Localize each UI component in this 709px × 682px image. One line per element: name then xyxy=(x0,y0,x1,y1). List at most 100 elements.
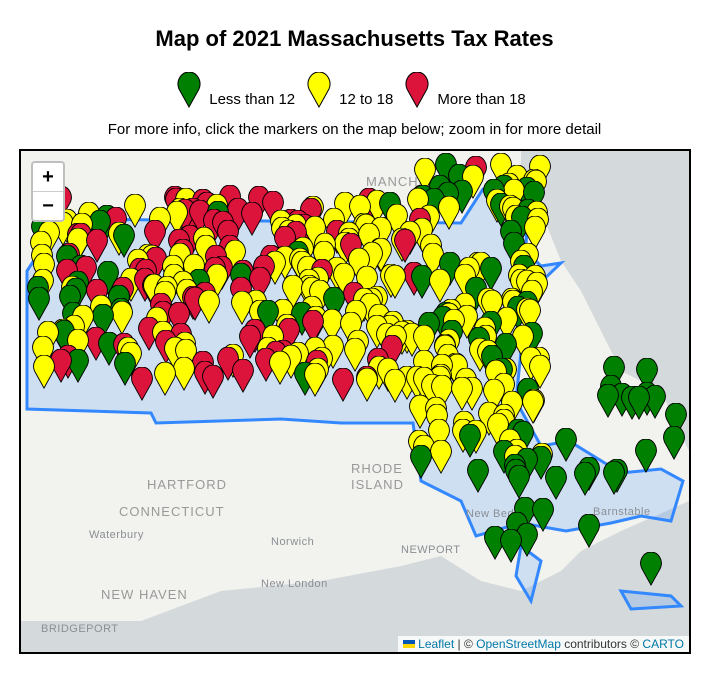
yellow-map-marker[interactable] xyxy=(385,203,409,239)
yellow-map-marker[interactable] xyxy=(486,412,510,448)
yellow-map-marker[interactable] xyxy=(427,418,451,453)
yellow-map-marker[interactable] xyxy=(428,268,452,303)
red-map-marker[interactable] xyxy=(248,267,272,302)
green-map-marker[interactable] xyxy=(409,444,433,480)
label-barnstable: Barnstable xyxy=(593,506,651,518)
yellow-map-marker[interactable] xyxy=(406,187,430,222)
osm-link[interactable]: OpenStreetMap xyxy=(476,637,561,651)
red-map-marker[interactable] xyxy=(143,219,167,255)
green-map-marker[interactable] xyxy=(479,256,503,291)
red-map-marker[interactable] xyxy=(393,228,417,264)
yellow-map-marker[interactable] xyxy=(489,152,513,187)
red-map-marker[interactable] xyxy=(380,334,404,370)
page-title: Map of 2021 Massachusetts Tax Rates xyxy=(155,26,554,51)
yellow-map-marker[interactable] xyxy=(31,335,55,371)
green-map-marker[interactable] xyxy=(458,423,482,458)
red-map-marker[interactable] xyxy=(130,366,154,401)
green-map-marker[interactable] xyxy=(627,385,651,420)
yellow-map-marker[interactable] xyxy=(66,328,90,363)
yellow-map-marker[interactable] xyxy=(482,378,506,413)
map[interactable]: MANCHESTER RHODE ISLAND HARTFORD CONNECT… xyxy=(19,149,691,654)
red-map-marker[interactable] xyxy=(238,324,262,359)
green-map-marker[interactable] xyxy=(499,528,523,564)
green-map-marker[interactable] xyxy=(96,260,120,296)
yellow-map-marker[interactable] xyxy=(343,337,367,372)
green-map-marker[interactable] xyxy=(602,355,626,390)
label-waterbury: Waterbury xyxy=(89,529,144,541)
legend-item-low: Less than 12 xyxy=(177,72,295,108)
green-map-marker[interactable] xyxy=(573,461,597,496)
yellow-map-marker[interactable] xyxy=(412,324,436,359)
yellow-map-marker[interactable] xyxy=(332,262,356,297)
yellow-map-marker[interactable] xyxy=(429,439,453,475)
ukraine-flag-icon xyxy=(402,640,415,648)
green-map-marker[interactable] xyxy=(466,458,490,494)
yellow-map-marker[interactable] xyxy=(174,338,198,373)
yellow-map-marker[interactable] xyxy=(383,264,407,300)
yellow-map-marker[interactable] xyxy=(32,354,56,390)
green-map-marker[interactable] xyxy=(634,438,658,473)
green-map-marker[interactable] xyxy=(664,403,688,438)
yellow-map-marker[interactable] xyxy=(339,311,363,347)
zoom-in-button[interactable]: + xyxy=(33,163,63,192)
yellow-map-marker[interactable] xyxy=(348,194,372,230)
yellow-map-marker[interactable] xyxy=(268,350,292,385)
red-map-marker[interactable] xyxy=(240,201,264,237)
yellow-map-marker[interactable] xyxy=(518,298,542,333)
legend: Less than 12 12 to 18 More than 18 xyxy=(0,72,709,108)
green-map-marker[interactable] xyxy=(635,357,659,392)
red-map-marker[interactable] xyxy=(85,228,109,263)
leaflet-link[interactable]: Leaflet xyxy=(418,637,455,651)
yellow-map-marker[interactable] xyxy=(153,361,177,397)
yellow-map-marker[interactable] xyxy=(355,266,379,301)
green-map-marker[interactable] xyxy=(596,383,620,418)
red-map-marker[interactable] xyxy=(167,301,191,336)
yellow-map-marker[interactable] xyxy=(355,367,379,402)
green-map-marker[interactable] xyxy=(531,497,555,532)
green-map-marker[interactable] xyxy=(113,351,137,386)
red-map-marker[interactable] xyxy=(301,309,325,344)
red-map-marker[interactable] xyxy=(201,364,225,400)
red-map-marker[interactable] xyxy=(261,190,285,226)
yellow-map-marker[interactable] xyxy=(523,215,547,251)
green-map-marker[interactable] xyxy=(112,223,136,258)
green-map-marker[interactable] xyxy=(544,465,568,501)
red-marker-icon xyxy=(405,72,429,108)
label-new-london: New London xyxy=(261,578,328,590)
yellow-map-marker[interactable] xyxy=(413,157,437,192)
green-map-marker[interactable] xyxy=(58,284,82,319)
label-connecticut: CONNECTICUT xyxy=(119,504,225,519)
red-map-marker[interactable] xyxy=(339,232,363,267)
green-map-marker[interactable] xyxy=(662,425,686,461)
yellow-map-marker[interactable] xyxy=(303,362,327,397)
yellow-map-marker[interactable] xyxy=(197,289,221,324)
yellow-map-marker[interactable] xyxy=(312,240,336,276)
zoom-out-button[interactable]: − xyxy=(42,195,54,217)
green-marker-icon xyxy=(177,72,201,108)
red-map-marker[interactable] xyxy=(231,358,255,393)
yellow-map-marker[interactable] xyxy=(461,164,485,200)
yellow-map-marker[interactable] xyxy=(528,354,552,390)
green-map-marker[interactable] xyxy=(577,513,601,548)
red-map-marker[interactable] xyxy=(331,367,355,403)
green-map-marker[interactable] xyxy=(322,286,346,322)
yellow-map-marker[interactable] xyxy=(437,195,461,231)
zoom-control: + − xyxy=(31,161,65,222)
green-map-marker[interactable] xyxy=(27,286,51,322)
yellow-map-marker[interactable] xyxy=(450,376,474,412)
carto-link[interactable]: CARTO xyxy=(642,637,684,651)
yellow-map-marker[interactable] xyxy=(123,193,147,228)
yellow-map-marker[interactable] xyxy=(347,247,371,282)
green-map-marker[interactable] xyxy=(554,427,578,462)
yellow-map-marker[interactable] xyxy=(500,390,524,425)
green-map-marker[interactable] xyxy=(602,460,626,495)
yellow-marker-icon xyxy=(307,72,331,108)
red-map-marker[interactable] xyxy=(273,225,297,261)
green-map-marker[interactable] xyxy=(522,181,546,216)
green-map-marker[interactable] xyxy=(507,464,531,499)
green-map-marker[interactable] xyxy=(639,551,663,587)
red-map-marker[interactable] xyxy=(216,346,240,381)
yellow-map-marker[interactable] xyxy=(480,289,504,325)
green-map-marker[interactable] xyxy=(256,299,280,335)
yellow-map-marker[interactable] xyxy=(383,368,407,404)
